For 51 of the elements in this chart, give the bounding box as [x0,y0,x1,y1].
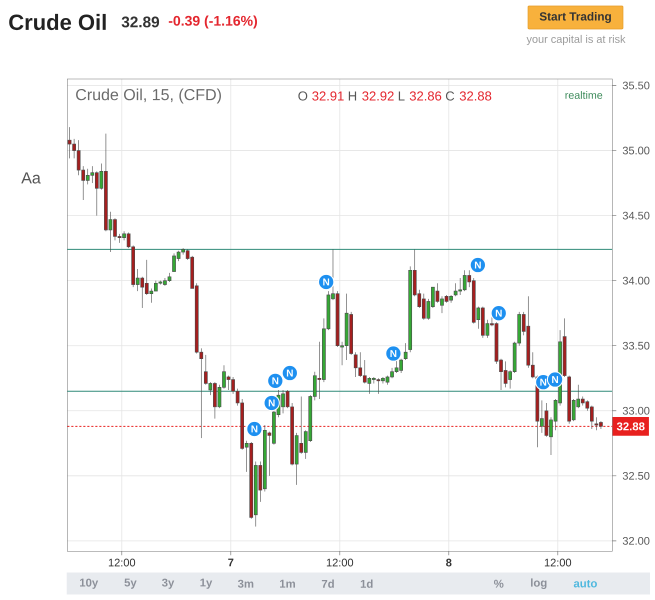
text: 32.89 [122,16,160,28]
text: log [531,578,546,590]
annotation: 32.92 [362,91,394,101]
y-tick-label: 33.50 [622,342,650,350]
annotation: N [323,278,330,286]
annotation: N [251,426,258,432]
annotation: C [446,91,454,101]
annotation: L [398,92,405,100]
annotation: 32.86 [410,91,442,101]
text: 1y [200,578,212,589]
annotation: N [390,350,396,357]
x-tick-label: 12:00 [326,558,354,566]
y-tick-label: 35.50 [622,82,650,90]
text: 7d [322,580,334,588]
y-tick-label: 35.00 [622,146,650,154]
annotation: O [298,91,308,101]
text: 3y [162,578,174,589]
y-tick-label: 34.00 [622,276,650,285]
annotation: Crude Oil, 15, (CFD) [76,88,221,104]
x-tick-label: 7 [228,558,234,566]
y-tick-label: 32.50 [622,472,650,480]
text: Aa [21,172,41,184]
annotation: N [272,377,278,384]
text: -0.39 (-1.16%) [168,15,258,29]
annotation: N [286,370,293,376]
text: 10y [80,578,98,589]
text: 3m [238,580,254,588]
text: auto [574,580,597,588]
text: 5y [124,578,137,589]
text: 1m [280,580,295,588]
y-tick-label: 32.00 [622,536,650,545]
text: Start Trading [540,12,611,23]
x-tick-label: 8 [446,558,452,566]
x-tick-label: 12:00 [108,558,136,566]
y-tick-label: 34.50 [622,212,650,220]
text: % [494,580,504,588]
annotation: N [474,262,481,268]
annotation: N [268,400,275,406]
annotation: N [552,376,558,383]
text: your capital is at risk [526,34,626,46]
y-tick-label: 33.00 [622,406,650,415]
annotation: H [348,92,356,100]
annotation: 32.88 [460,91,492,101]
annotation: realtime [565,91,602,99]
ref-line-label: 32.88 [616,422,645,430]
x-tick-label: 12:00 [544,558,572,566]
annotation: N [540,378,546,386]
text: 1d [360,580,373,588]
annotation: 32.91 [312,91,344,101]
chart-title: Crude Oil [9,14,106,30]
annotation: N [496,310,502,317]
